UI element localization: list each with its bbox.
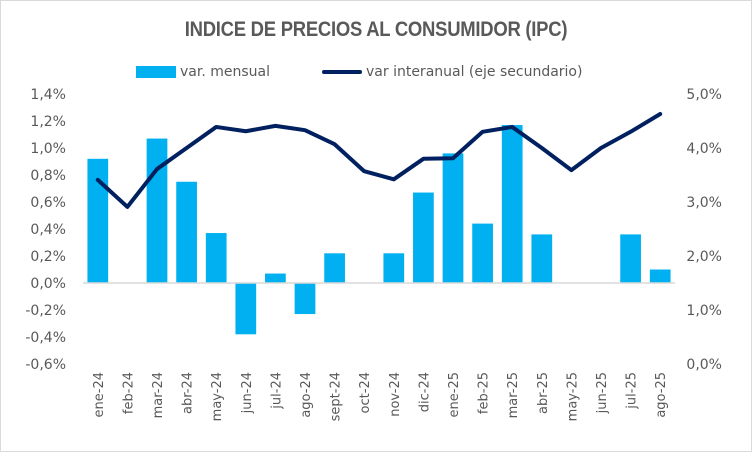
y-tick-label-primary: 1,4% <box>30 87 66 103</box>
y-tick-label-primary: 1,0% <box>30 141 66 157</box>
x-tick-label: feb-24 <box>121 372 136 414</box>
chart-title: INDICE DE PRECIOS AL CONSUMIDOR (IPC) <box>184 18 568 41</box>
y-tick-label-primary: 0,8% <box>30 168 66 184</box>
x-tick-label: mar-24 <box>151 372 166 418</box>
bar-may-24 <box>205 233 227 283</box>
y-tick-label-primary: -0,6% <box>25 357 66 373</box>
bar-ago-24 <box>294 283 316 315</box>
x-tick-label: ene-24 <box>92 372 107 417</box>
bar-nov-24 <box>383 253 405 283</box>
bar-jun-24 <box>235 283 257 335</box>
x-tick-label: may-24 <box>210 372 225 421</box>
bar-mar-25 <box>501 125 523 283</box>
y-tick-label-primary: 1,2% <box>30 114 66 130</box>
x-tick-label: feb-25 <box>477 372 492 414</box>
bar-jul-24 <box>265 273 286 283</box>
bar-ago-25 <box>649 269 671 283</box>
y-tick-label-primary: 0,2% <box>30 249 66 265</box>
legend-swatch-bar <box>136 66 176 78</box>
y-tick-label-secondary: 4,0% <box>686 141 722 157</box>
y-tick-label-primary: 0,6% <box>30 195 66 211</box>
bar-feb-25 <box>472 223 493 283</box>
x-tick-label: abr-25 <box>536 372 551 414</box>
bar-abr-24 <box>176 181 197 283</box>
y-tick-label-secondary: 2,0% <box>686 249 722 265</box>
x-tick-label: sept-24 <box>329 372 344 421</box>
x-tick-label: jul-24 <box>269 372 284 410</box>
bar-jul-25 <box>620 234 641 283</box>
x-tick-label: jun-25 <box>595 372 610 414</box>
legend-label-annual: var interanual (eje secundario) <box>366 64 583 80</box>
x-tick-label: abr-24 <box>181 372 196 414</box>
bar-sept-24 <box>324 253 345 283</box>
y-tick-label-secondary: 5,0% <box>686 87 722 103</box>
legend-label-monthly: var. mensual <box>180 64 270 80</box>
y-tick-label-secondary: 3,0% <box>686 195 722 211</box>
legend: var. mensual var interanual (eje secunda… <box>0 64 752 86</box>
y-tick-label-secondary: 0,0% <box>686 357 722 373</box>
y-tick-label-primary: -0,2% <box>25 303 66 319</box>
x-tick-label: ago-25 <box>654 372 669 418</box>
bar-ene-24 <box>87 158 109 283</box>
x-tick-label: oct-24 <box>358 372 373 413</box>
legend-item-annual: var interanual (eje secundario) <box>322 64 582 80</box>
x-tick-label: dic-24 <box>417 372 432 412</box>
x-tick-label: jul-25 <box>625 372 640 410</box>
bar-mar-24 <box>146 138 168 283</box>
legend-swatch-line <box>322 70 362 74</box>
y-tick-label-primary: 0,4% <box>30 222 66 238</box>
x-tick-label: ago-24 <box>299 372 314 418</box>
x-tick-label: mar-25 <box>506 372 521 418</box>
legend-item-monthly: var. mensual <box>136 64 270 80</box>
bar-dic-24 <box>413 192 434 283</box>
x-tick-label: jun-24 <box>240 372 255 414</box>
y-tick-label-primary: 0,0% <box>30 276 66 292</box>
line-series-interanual <box>95 111 663 209</box>
x-tick-label: ene-25 <box>447 372 462 417</box>
y-tick-label-secondary: 1,0% <box>686 303 722 319</box>
x-tick-label: may-25 <box>565 372 580 421</box>
y-tick-label-primary: -0,4% <box>25 330 66 346</box>
bar-abr-25 <box>531 234 553 283</box>
x-tick-label: nov-24 <box>388 372 403 417</box>
bar-ene-25 <box>442 153 464 283</box>
